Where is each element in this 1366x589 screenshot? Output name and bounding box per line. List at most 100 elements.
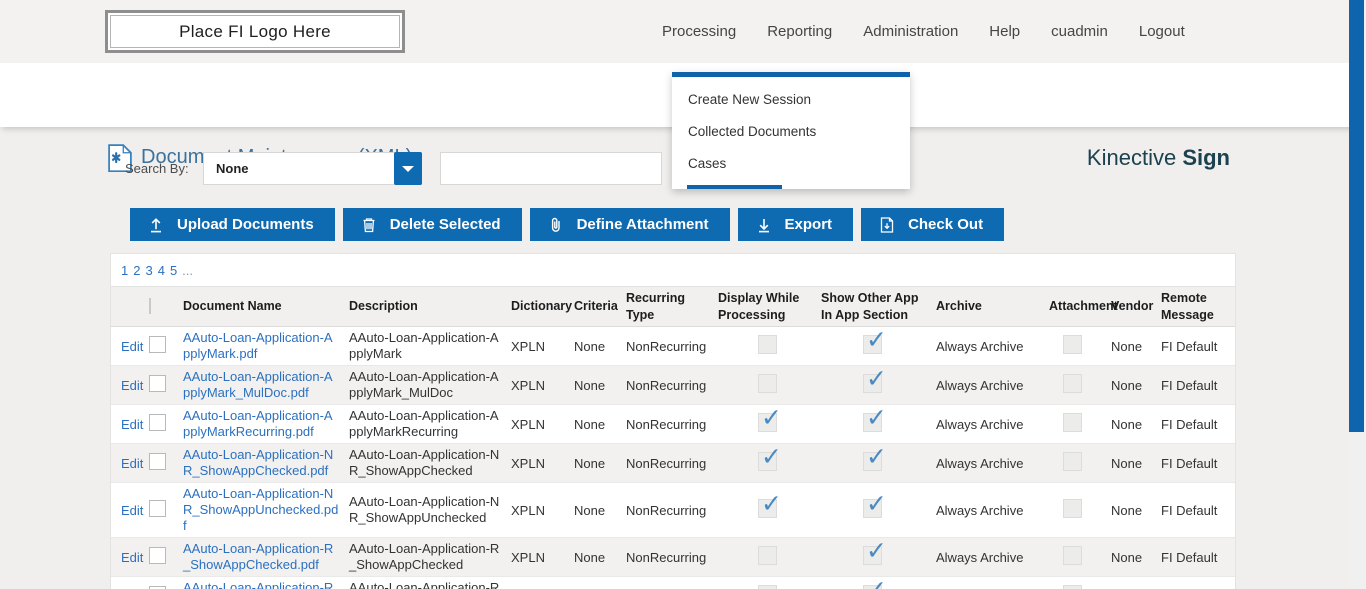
edit-link[interactable]: Edit — [121, 377, 144, 393]
table-row: Edit AAuto-Loan-Application-R_ShowAppChec… — [111, 536, 1235, 577]
show-other-app-checkbox[interactable] — [863, 489, 887, 519]
edit-link[interactable]: Edit — [121, 455, 144, 471]
menu-item-create-new-session[interactable]: Create New Session — [688, 92, 812, 107]
menu-item-collected-documents[interactable]: Collected Documents — [688, 124, 817, 139]
nav-item-processing[interactable]: Processing — [662, 23, 737, 40]
check-out-button[interactable]: Check Out — [861, 208, 1005, 241]
nav-item-help[interactable]: Help — [989, 23, 1021, 40]
column-header-archive: Archive — [936, 299, 982, 314]
define-attachment-button[interactable]: Define Attachment — [529, 208, 730, 241]
edit-link[interactable]: Edit — [121, 502, 144, 518]
upload-documents-button[interactable]: Upload Documents — [130, 208, 335, 241]
delete-selected-label: Delete Selected — [389, 216, 501, 233]
display-while-processing-checkbox[interactable] — [758, 585, 777, 589]
document-name-link[interactable]: AAuto-Loan-Application-NR_ShowAppUncheck… — [183, 486, 339, 533]
edit-link[interactable]: Edit — [121, 338, 144, 354]
show-other-app-checkbox[interactable] — [863, 403, 887, 433]
description-text: AAuto-Loan-Application-ApplyMark — [349, 330, 499, 361]
upload-icon — [147, 216, 165, 234]
table-row: Edit AAuto-Loan-Application-NR_ShowAppUnc… — [111, 483, 1235, 538]
display-while-processing-checkbox[interactable] — [758, 489, 782, 519]
select-dropdown-button[interactable] — [394, 152, 422, 185]
page-link-2[interactable]: 2 — [133, 263, 141, 278]
row-select-checkbox[interactable] — [149, 375, 166, 392]
display-while-processing-checkbox[interactable] — [758, 403, 782, 433]
page-link-1[interactable]: 1 — [121, 263, 129, 278]
export-button[interactable]: Export — [737, 208, 854, 241]
show-other-app-checkbox[interactable] — [863, 536, 887, 566]
row-select-checkbox[interactable] — [149, 586, 166, 589]
attachment-checkbox[interactable] — [1063, 374, 1082, 393]
pagination-ellipsis: ... — [182, 263, 194, 278]
description-text: AAuto-Loan-Application-ApplyMark_MulDoc — [349, 369, 499, 400]
nav-item-logout[interactable]: Logout — [1138, 23, 1185, 40]
description-text: AAuto-Loan-Application-NR_ShowAppChecked — [349, 447, 500, 478]
dictionary-value: XPLN — [511, 338, 545, 354]
page-link-4[interactable]: 4 — [157, 263, 165, 278]
attachment-checkbox[interactable] — [1063, 413, 1082, 432]
display-while-processing-checkbox[interactable] — [758, 442, 782, 472]
page-link-5[interactable]: 5 — [169, 263, 178, 278]
table-row: Edit AAuto-Loan-Application-ApplyMark.pdf… — [111, 325, 1235, 366]
display-while-processing-checkbox[interactable] — [758, 335, 777, 354]
delete-selected-button[interactable]: Delete Selected — [342, 208, 522, 241]
fi-logo-placeholder: Place FI Logo Here — [105, 10, 405, 53]
brand-product: Sign — [1182, 145, 1230, 170]
remote-message-value: FI Default — [1161, 502, 1218, 518]
edit-link[interactable]: Edit — [121, 549, 144, 565]
document-name-link[interactable]: AAuto-Loan-Application-ApplyMark_MulDoc.… — [183, 369, 333, 400]
document-name-link[interactable]: AAuto-Loan-Application-ApplyMarkRecurrin… — [183, 408, 333, 439]
show-other-app-checkbox[interactable] — [863, 364, 887, 394]
search-by-select[interactable]: None — [203, 152, 422, 185]
show-other-app-checkbox[interactable] — [863, 575, 887, 589]
row-select-checkbox[interactable] — [149, 336, 166, 353]
attachment-checkbox[interactable] — [1063, 335, 1082, 354]
nav-item-cuadmin[interactable]: cuadmin — [1051, 23, 1108, 40]
document-name-link[interactable]: AAuto-Loan-Application-NR_ShowAppChecked… — [183, 447, 334, 478]
table-header-row: Document Name Description Dictionary Criter… — [111, 286, 1235, 327]
dictionary-value: XPLN — [511, 502, 545, 518]
row-select-checkbox[interactable] — [149, 500, 166, 517]
nav-item-administration[interactable]: Administration — [863, 23, 959, 40]
description-text: AAuto-Loan-Application-ApplyMarkRecurrin… — [349, 408, 499, 439]
display-while-processing-checkbox[interactable] — [758, 546, 777, 565]
select-all-checkbox[interactable] — [149, 298, 151, 315]
main-nav: Processing Reporting Administration Help cua… — [662, 0, 1185, 63]
document-name-link[interactable]: AAuto-Loan-Application-ApplyMark.pdf — [183, 330, 333, 361]
column-header-remote-message: Remote Message — [1161, 291, 1214, 322]
row-select-checkbox[interactable] — [149, 547, 166, 564]
download-icon — [755, 216, 773, 234]
chevron-down-icon — [402, 165, 414, 172]
top-bar: Place FI Logo Here Processing Reporting Ad… — [0, 0, 1366, 63]
attachment-checkbox[interactable] — [1063, 499, 1082, 518]
scrollbar-thumb[interactable] — [1349, 0, 1364, 432]
table-body: Edit AAuto-Loan-Application-ApplyMark.pdf… — [111, 325, 1235, 589]
recurring-type-value: NonRecurring — [626, 455, 707, 471]
attachment-checkbox[interactable] — [1063, 452, 1082, 471]
display-while-processing-checkbox[interactable] — [758, 374, 777, 393]
document-name-link[interactable]: AAuto-Loan-Application-R_ShowAppChecked.… — [183, 541, 334, 572]
archive-value: Always Archive — [936, 549, 1024, 565]
recurring-type-value: NonRecurring — [626, 338, 707, 354]
search-input[interactable] — [440, 152, 662, 185]
vendor-value: None — [1111, 338, 1143, 354]
page-scrollbar[interactable] — [1349, 0, 1366, 589]
dictionary-value: XPLN — [511, 455, 545, 471]
archive-value: Always Archive — [936, 377, 1024, 393]
edit-link[interactable]: Edit — [121, 416, 144, 432]
criteria-value: None — [574, 416, 606, 432]
dictionary-value: XPLN — [511, 549, 545, 565]
attachment-checkbox[interactable] — [1063, 546, 1082, 565]
dictionary-value: XPLN — [511, 377, 545, 393]
page-link-3[interactable]: 3 — [145, 263, 153, 278]
show-other-app-checkbox[interactable] — [863, 325, 887, 355]
recurring-type-value: NonRecurring — [626, 502, 707, 518]
menu-item-cases[interactable]: Cases — [688, 156, 727, 171]
table-row: EditAAuto-Loan-Application-R_ShowAppUnch… — [111, 575, 1235, 589]
nav-item-reporting[interactable]: Reporting — [767, 23, 833, 40]
show-other-app-checkbox[interactable] — [863, 442, 887, 472]
attachment-checkbox[interactable] — [1063, 585, 1082, 589]
row-select-checkbox[interactable] — [149, 414, 166, 431]
document-name-link[interactable]: AAuto-Loan-Application-R_ShowAppUnchecke… — [183, 580, 334, 589]
row-select-checkbox[interactable] — [149, 453, 166, 470]
